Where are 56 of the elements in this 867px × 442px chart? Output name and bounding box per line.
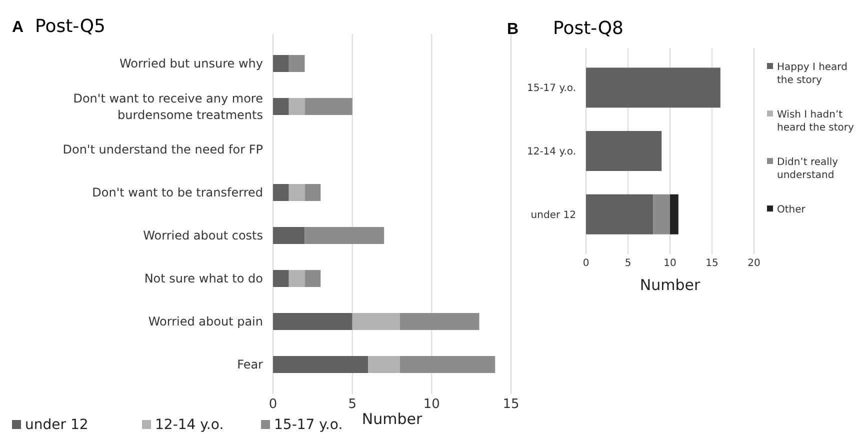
text: Post-Q5 — [35, 16, 106, 37]
legend-label: Didn’t really understand — [777, 157, 838, 181]
bar — [288, 55, 305, 72]
text: A — [12, 19, 24, 36]
bar — [304, 227, 384, 244]
bar — [304, 98, 352, 115]
y-tick-label: Don't want to receive any more burdensome treatments — [73, 91, 263, 122]
bar — [586, 131, 662, 171]
legend-label: 15-17 y.o. — [274, 417, 343, 433]
legend-label: under 12 — [25, 417, 88, 433]
x-tick-label: 15 — [502, 397, 520, 412]
bar — [273, 98, 289, 115]
bar — [288, 98, 305, 115]
bar — [273, 356, 368, 373]
bar — [586, 194, 654, 234]
x-tick-label: 5 — [624, 258, 632, 269]
x-tick-label: 20 — [748, 258, 760, 269]
y-tick-label: Worried but unsure why — [119, 56, 263, 71]
y-tick-label: Not sure what to do — [144, 272, 263, 286]
bar — [653, 194, 670, 234]
bar — [273, 313, 352, 330]
x-tick-label: 10 — [664, 258, 676, 269]
x-tick-label: 15 — [706, 258, 718, 269]
bar — [273, 184, 289, 201]
bar — [288, 184, 305, 201]
bar — [352, 313, 400, 330]
y-tick-label: 15-17 y.o. — [526, 83, 576, 94]
bar — [273, 227, 305, 244]
y-tick-label: Don't want to be transferred — [92, 186, 263, 200]
y-tick-label: 12-14 y.o. — [526, 146, 576, 158]
y-tick-label: Fear — [237, 358, 264, 372]
bar — [400, 313, 480, 330]
chart-title: Post-Q8 — [553, 18, 624, 39]
bar — [304, 270, 321, 287]
annotation: B — [507, 21, 519, 38]
legend-label: Wish I hadn’t heard the story — [777, 110, 854, 134]
bar — [400, 356, 496, 373]
x-axis-title: Number — [640, 276, 701, 294]
y-tick-label: Don't understand the need for FP — [62, 142, 263, 157]
x-tick-label: 0 — [582, 258, 590, 269]
y-tick-label: Worried about pain — [148, 314, 263, 329]
bar — [288, 270, 305, 287]
x-axis-title: Number — [362, 410, 423, 428]
y-tick-label: under 12 — [530, 210, 576, 221]
legend-label: Other — [777, 204, 806, 216]
bar — [273, 270, 289, 287]
x-tick-label: 0 — [268, 397, 278, 412]
bar — [368, 356, 400, 373]
bar — [304, 184, 321, 201]
bar — [586, 68, 720, 108]
bar — [273, 55, 289, 72]
x-tick-label: 5 — [348, 397, 356, 412]
x-tick-label: 10 — [423, 397, 440, 412]
bar — [670, 194, 678, 234]
legend-label: Happy I heard the story — [777, 62, 848, 86]
y-tick-label: Worried about costs — [143, 228, 263, 243]
